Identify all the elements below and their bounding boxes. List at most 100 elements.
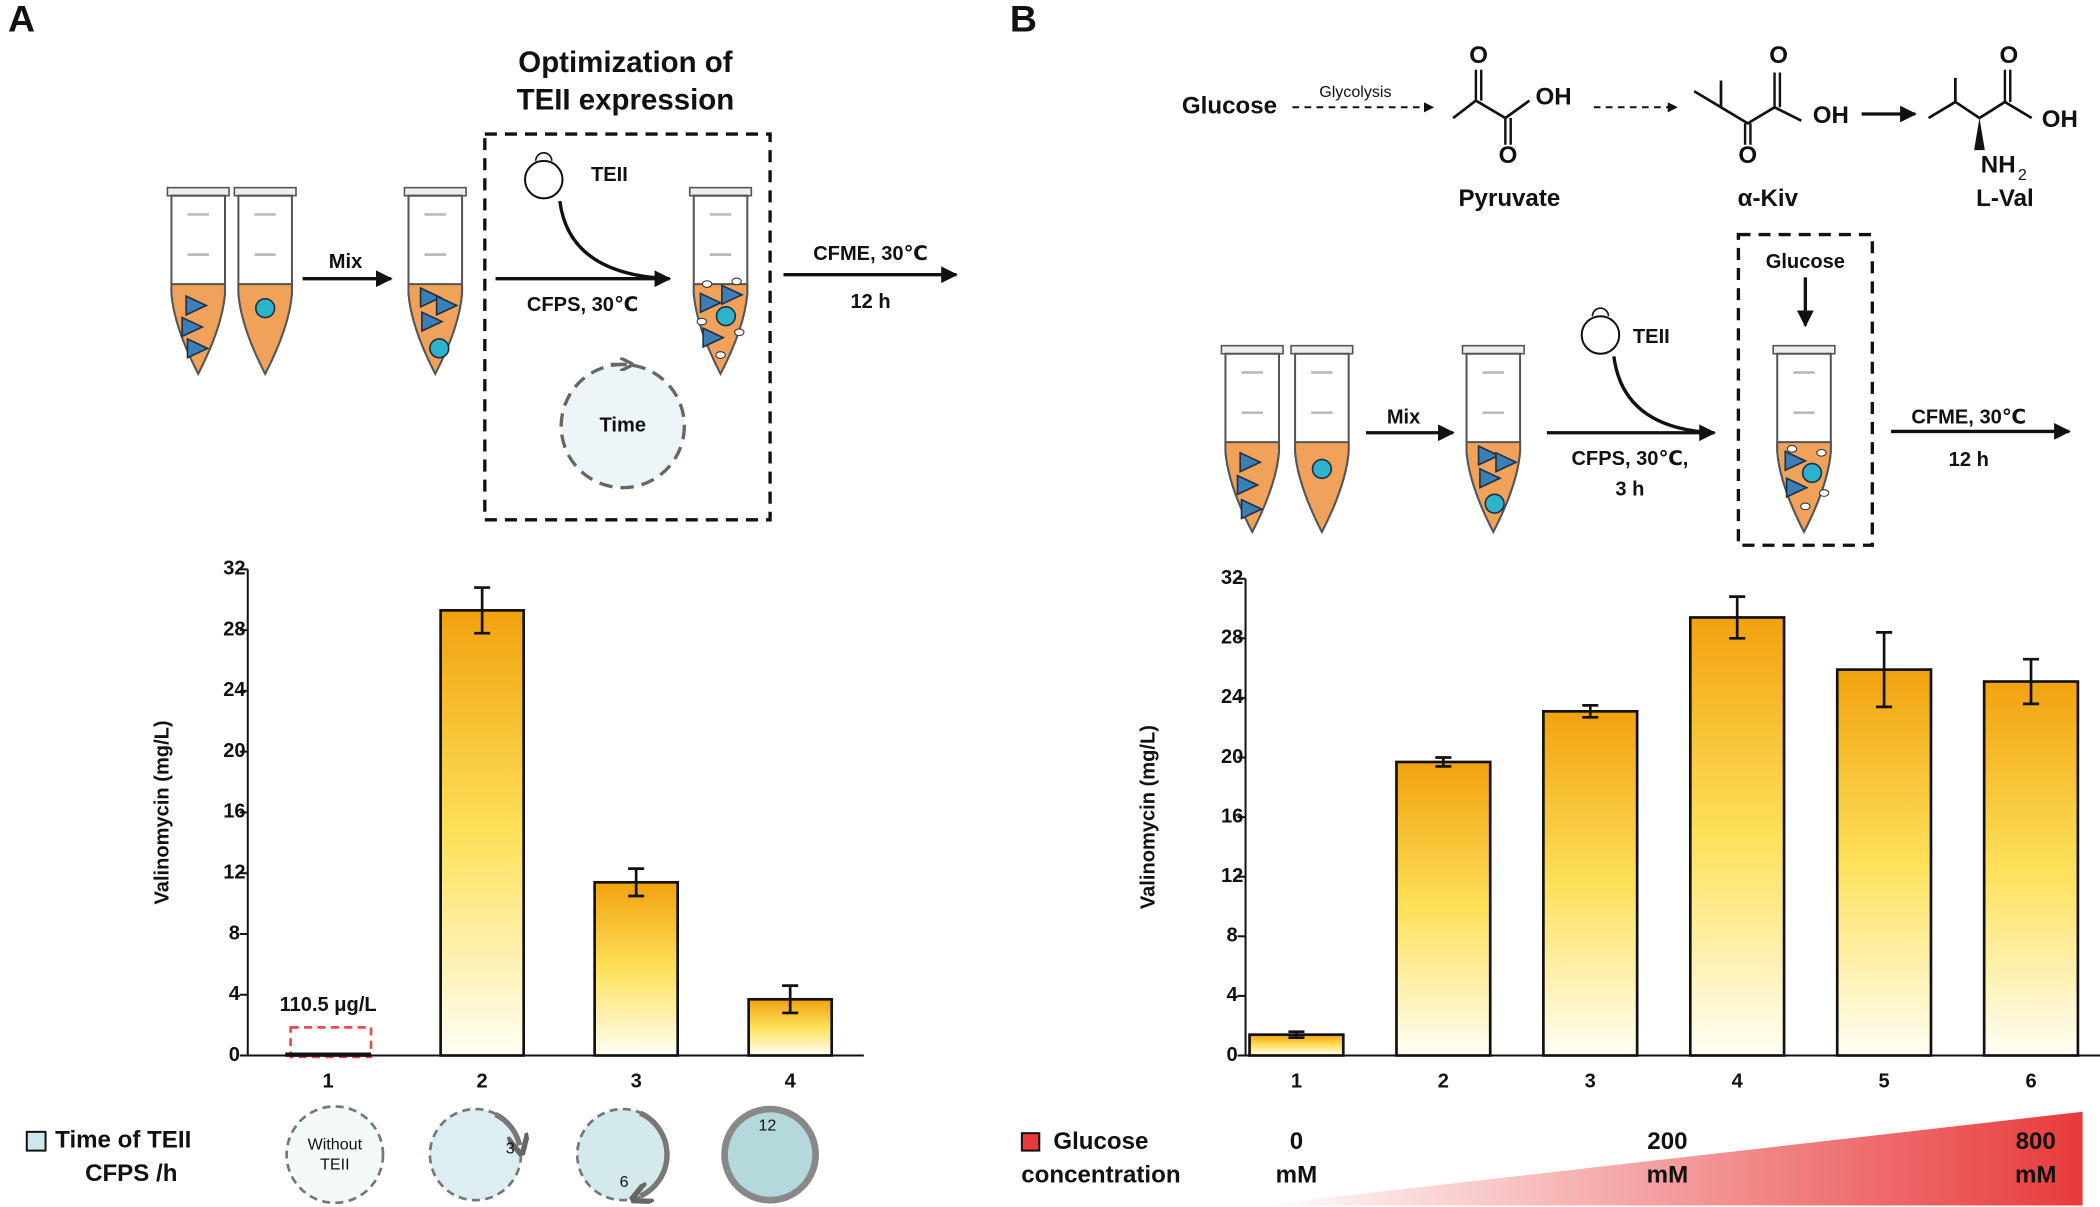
shape (494, 1112, 520, 1145)
concentration: 0 (1290, 1128, 1303, 1155)
box-label: Glucose (1766, 251, 1845, 273)
time-circle-label: TEII (320, 1156, 349, 1174)
x-tick-label: 6 (2025, 1071, 2036, 1093)
shape (483, 132, 772, 522)
y-tick-label: 4 (1227, 984, 1239, 1006)
y-tick-label: 8 (229, 922, 240, 944)
concentration: 200 (1647, 1128, 1687, 1155)
y-tick-label: 16 (1221, 805, 1243, 827)
atom: OH (2042, 106, 2078, 133)
y-axis-label: Valinomycin (mg/L) (1137, 725, 1159, 909)
shape (1020, 1132, 1041, 1152)
panel-letter: A (8, 0, 35, 39)
y-tick-label: 4 (229, 983, 241, 1005)
shape (1974, 118, 1985, 151)
y-tick-label: 8 (1227, 925, 1238, 947)
atom: O (2000, 42, 2019, 69)
concentration: 800 (2016, 1128, 2056, 1155)
icon (731, 277, 742, 286)
concentration: mM (1276, 1161, 1318, 1188)
panel-letter: B (1010, 0, 1037, 39)
legend-label: Time of TEII (55, 1127, 191, 1154)
bar (285, 1052, 371, 1057)
y-tick-label: 12 (223, 861, 245, 883)
compound: L-Val (1976, 185, 2034, 212)
bar (593, 880, 680, 1057)
time-circle-label: Without (308, 1135, 363, 1153)
bar (1542, 709, 1639, 1057)
shape (1258, 1111, 2083, 1206)
x-tick-label: 4 (785, 1071, 797, 1093)
icon (1801, 462, 1823, 484)
shape (1927, 77, 2033, 120)
box-title: Optimization of (518, 46, 733, 79)
y-tick-label: 24 (1221, 686, 1244, 708)
legend-label: Glucose (1053, 1128, 1148, 1155)
shape (1474, 69, 1512, 145)
concentration: mM (1647, 1161, 1689, 1188)
value-label: 110.5 μg/L (280, 994, 377, 1016)
atom: O (1499, 142, 1518, 169)
shape (721, 1105, 819, 1204)
y-axis-label: Valinomycin (mg/L) (152, 720, 174, 904)
plasmid-label: TEII (1633, 326, 1670, 348)
bar (1395, 760, 1492, 1057)
icon (255, 298, 276, 319)
step-label: 3 h (1615, 479, 1644, 501)
icon (701, 280, 713, 288)
y-tick-label: 28 (223, 618, 245, 640)
x-tick-label: 1 (1291, 1071, 1302, 1093)
x-tick-label: 1 (323, 1071, 334, 1093)
annotation-box (289, 1026, 373, 1059)
shape (558, 200, 670, 281)
atom: OH (1536, 83, 1572, 110)
shape (640, 1110, 670, 1196)
icon (1800, 502, 1811, 511)
shape (1743, 72, 1782, 145)
tube (233, 186, 298, 376)
atom: O (1738, 142, 1757, 169)
time-circle-label: 3 (506, 1140, 515, 1158)
time-label: Time (600, 414, 647, 436)
y-tick-label: 20 (223, 740, 245, 762)
y-tick-label: 12 (1221, 865, 1243, 887)
icon (1484, 493, 1505, 514)
shape (2003, 69, 2012, 102)
bar (1982, 680, 2080, 1057)
tube (688, 186, 753, 376)
time-circle-label: 12 (758, 1117, 776, 1135)
step-label: CFPS, 30℃, (1571, 448, 1688, 470)
icon (1816, 448, 1827, 457)
y-tick-label: 0 (1227, 1044, 1238, 1066)
legend-label: concentration (1021, 1161, 1180, 1188)
y-tick-label: 16 (223, 801, 245, 823)
x-tick-label: 5 (1879, 1071, 1890, 1093)
atom: 2 (2018, 166, 2027, 184)
compound: α-Kiv (1738, 185, 1799, 212)
shape (534, 152, 553, 161)
concentration: mM (2015, 1161, 2057, 1188)
x-tick-label: 2 (477, 1071, 488, 1093)
box-title: TEII expression (517, 84, 735, 117)
x-tick-label: 3 (631, 1071, 642, 1093)
y-tick-label: 28 (1221, 627, 1243, 649)
atom: NH (1981, 152, 2016, 179)
icon (734, 328, 745, 337)
y-tick-label: 20 (1221, 746, 1243, 768)
y-tick-label: 32 (223, 558, 245, 580)
atom: O (1469, 42, 1488, 69)
step-label: Glycolysis (1319, 83, 1391, 101)
icon (429, 338, 450, 359)
shape (1580, 315, 1621, 355)
shape (285, 1105, 385, 1205)
icon (1786, 444, 1798, 453)
icon (1818, 489, 1830, 497)
step-label: CFME, 30℃ (1911, 406, 2026, 428)
y-tick-label: 32 (1221, 567, 1243, 589)
step-label: 12 h (1949, 449, 1989, 471)
atom: O (1769, 42, 1788, 69)
legend-label: CFPS /h (85, 1160, 177, 1187)
icon (715, 351, 726, 359)
time-circle-label: 6 (620, 1173, 629, 1191)
